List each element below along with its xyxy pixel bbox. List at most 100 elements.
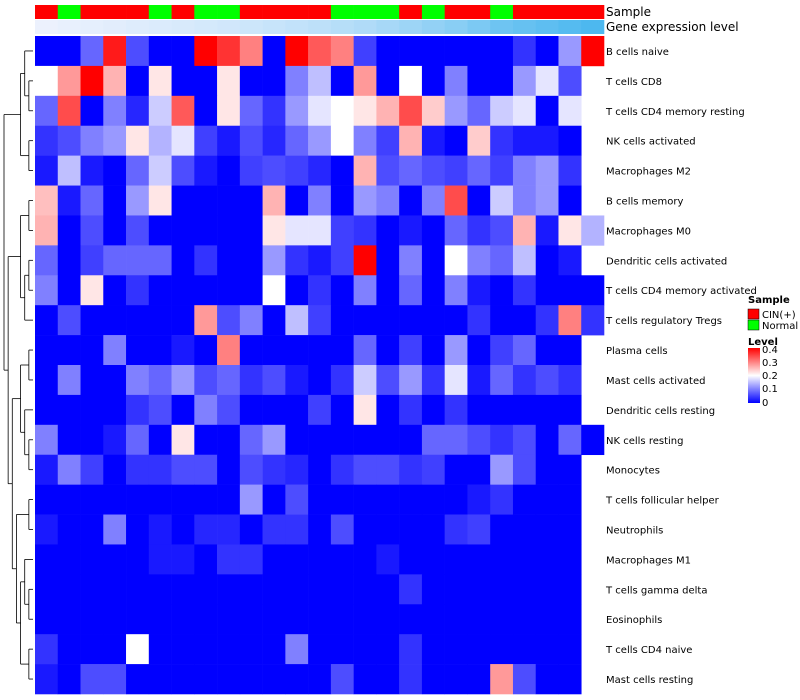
heatmap-cell <box>194 155 218 186</box>
heatmap-cell <box>353 185 377 216</box>
heatmap-cell <box>512 484 537 515</box>
heatmap-cell <box>285 335 309 366</box>
heatmap-cell <box>308 424 332 456</box>
heatmap-cell <box>376 544 400 575</box>
heatmap-cell <box>217 245 241 276</box>
heatmap-cell <box>239 484 263 515</box>
heatmap-cell <box>535 125 559 156</box>
heatmap-cell <box>399 544 423 575</box>
heatmap-cell <box>35 574 59 605</box>
heatmap-cell <box>330 514 354 545</box>
heatmap-cell <box>535 484 559 515</box>
heatmap-cell <box>171 604 195 635</box>
expression-annotation-cell <box>558 20 582 34</box>
heatmap-cell <box>285 185 309 216</box>
heatmap-cell <box>399 36 423 67</box>
heatmap-cell <box>399 185 423 216</box>
heatmap-cell <box>535 36 559 67</box>
heatmap-cell <box>239 215 263 246</box>
heatmap-cell <box>444 155 468 186</box>
heatmap-cell <box>421 424 445 456</box>
heatmap-cell <box>103 305 127 336</box>
sample-annotation-cell <box>444 5 468 19</box>
heatmap-cell <box>262 305 286 336</box>
heatmap-cell <box>80 544 104 575</box>
heatmap-cell <box>444 394 468 426</box>
heatmap-cell <box>262 514 286 545</box>
heatmap-cell <box>399 305 423 336</box>
heatmap-cell <box>399 484 423 515</box>
heatmap-cell <box>126 574 150 605</box>
heatmap-cell <box>308 185 332 216</box>
sample-annotation-cell <box>80 5 104 19</box>
heatmap-cell <box>558 275 582 306</box>
heatmap-cell <box>103 65 127 97</box>
heatmap-cell <box>148 604 172 635</box>
heatmap-cell <box>330 95 354 127</box>
row-label: Dendritic cells resting <box>606 406 715 417</box>
heatmap-cell <box>285 365 309 396</box>
heatmap-cell <box>308 125 332 156</box>
heatmap-cell <box>171 365 195 396</box>
heatmap-cell <box>103 604 127 635</box>
heatmap-cell <box>558 544 582 575</box>
heatmap-cell <box>353 245 377 276</box>
sample-annotation-cell <box>285 5 309 19</box>
heatmap-cell <box>57 215 81 246</box>
heatmap-cell <box>535 275 559 306</box>
heatmap-cell <box>467 454 491 485</box>
heatmap-cell <box>535 604 559 635</box>
heatmap-cell <box>558 634 582 665</box>
heatmap-cell <box>285 634 309 665</box>
heatmap-cell <box>80 574 104 605</box>
heatmap-cell <box>148 65 172 97</box>
heatmap-cell <box>80 365 104 396</box>
heatmap-cell <box>217 664 241 695</box>
heatmap-cell <box>421 544 445 575</box>
heatmap-cell <box>444 245 468 276</box>
heatmap-cell <box>103 95 127 127</box>
heatmap-cell <box>171 125 195 156</box>
heatmap-cell <box>512 394 537 426</box>
heatmap-cell <box>376 574 400 605</box>
heatmap-cell <box>353 95 377 127</box>
heatmap-cell <box>171 215 195 246</box>
heatmap-cell <box>171 514 195 545</box>
heatmap-cell <box>353 664 377 695</box>
heatmap-cell <box>262 65 286 97</box>
heatmap-cell <box>57 275 81 306</box>
heatmap-cell <box>262 335 286 366</box>
heatmap-cell <box>148 394 172 426</box>
heatmap-cell <box>330 125 354 156</box>
heatmap-cell <box>217 36 241 67</box>
heatmap-cell <box>262 95 286 127</box>
heatmap-cell <box>171 185 195 216</box>
heatmap-cell <box>171 305 195 336</box>
heatmap-cell <box>148 424 172 456</box>
heatmap-cell <box>35 245 59 276</box>
heatmap-cell <box>239 36 263 67</box>
heatmap-cell <box>148 454 172 485</box>
heatmap-cell <box>308 245 332 276</box>
row-label: Mast cells resting <box>606 675 693 686</box>
heatmap-cell <box>467 634 491 665</box>
heatmap-cell <box>558 484 582 515</box>
heatmap-cell <box>558 604 582 635</box>
heatmap-cells <box>35 36 605 695</box>
row-label: Monocytes <box>606 466 660 477</box>
heatmap-cell <box>353 454 377 485</box>
heatmap-cell <box>57 155 81 186</box>
heatmap-cell <box>376 125 400 156</box>
heatmap-cell <box>376 305 400 336</box>
heatmap-cell <box>535 95 559 127</box>
heatmap-cell <box>103 365 127 396</box>
heatmap-cell <box>194 454 218 485</box>
heatmap-cell <box>103 155 127 186</box>
heatmap-cell <box>262 394 286 426</box>
heatmap-cell <box>399 215 423 246</box>
heatmap-cell <box>217 634 241 665</box>
heatmap-cell <box>217 574 241 605</box>
heatmap-cell <box>467 305 491 336</box>
heatmap-cell <box>308 484 332 515</box>
heatmap-cell <box>353 155 377 186</box>
